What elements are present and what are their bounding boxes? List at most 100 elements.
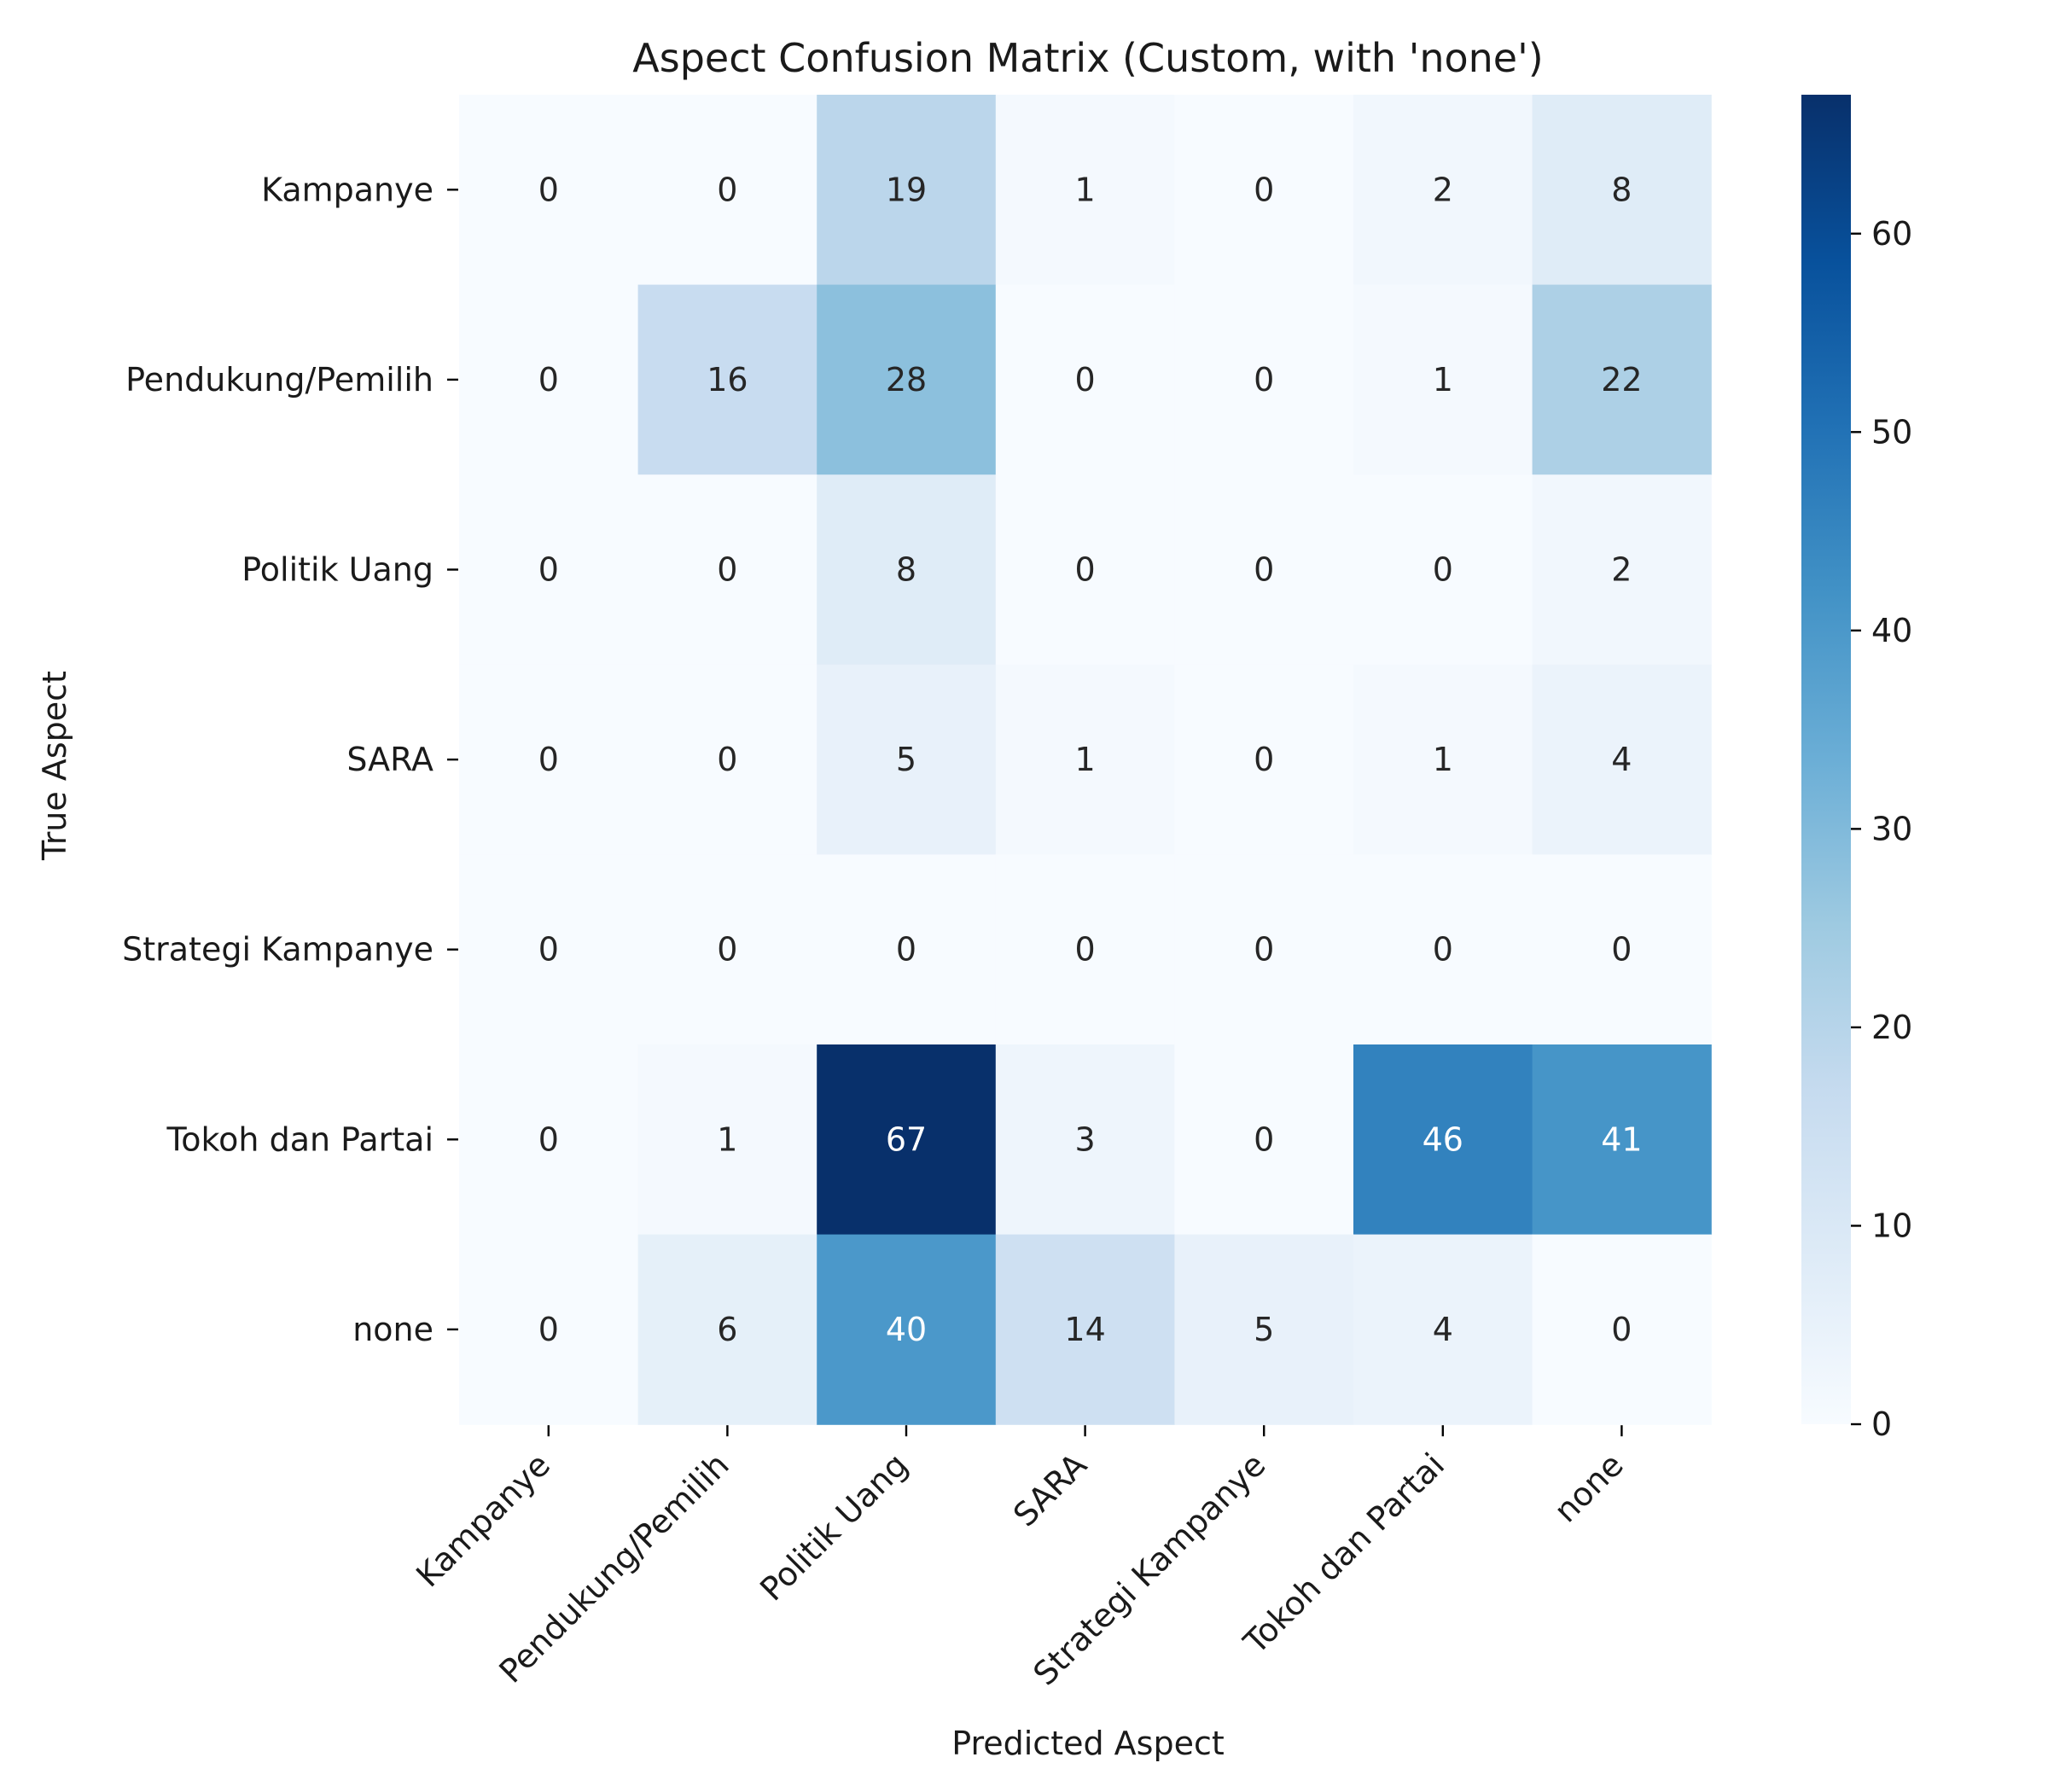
heatmap-cell — [459, 1044, 639, 1236]
heatmap-cell — [995, 474, 1175, 666]
colorbar-tick-label: 60 — [1871, 215, 1912, 253]
colorbar-tick-label: 30 — [1871, 810, 1912, 847]
heatmap-cell — [1353, 854, 1533, 1045]
cell-value: 0 — [717, 741, 737, 778]
cell-value: 28 — [886, 361, 927, 399]
heatmap-cell — [637, 284, 817, 475]
colorbar — [1801, 95, 1851, 1424]
cell-value: 0 — [538, 171, 559, 208]
cell-value: 0 — [1254, 171, 1274, 208]
cell-value: 4 — [1611, 741, 1632, 778]
heatmap-cell — [1353, 664, 1533, 855]
heatmap-cell — [995, 1044, 1175, 1236]
heatmap-cell — [637, 1234, 817, 1425]
cell-value: 40 — [886, 1311, 927, 1348]
heatmap-cell — [637, 1044, 817, 1236]
cell-value: 6 — [717, 1311, 737, 1348]
heatmap-cell — [1532, 854, 1712, 1045]
cell-value: 46 — [1423, 1120, 1463, 1158]
y-tick-label: SARA — [346, 741, 433, 778]
chart-title: Aspect Confusion Matrix (Custom, with 'n… — [632, 35, 1543, 81]
heatmap-cell — [1532, 95, 1712, 286]
y-tick-label: Politik Uang — [241, 551, 433, 589]
y-tick-label: Pendukung/Pemilih — [125, 361, 433, 399]
cell-value: 0 — [1254, 931, 1274, 969]
heatmap-cell — [817, 664, 997, 855]
colorbar-tick-label: 20 — [1871, 1009, 1912, 1046]
colorbar-tick-label: 10 — [1871, 1207, 1912, 1244]
cell-value: 0 — [717, 551, 737, 589]
cell-value: 0 — [1075, 931, 1096, 969]
heatmap-cell — [995, 1234, 1175, 1425]
heatmap-cell — [1532, 474, 1712, 666]
x-tick-label: none — [1547, 1446, 1631, 1529]
heatmap-cell — [459, 854, 639, 1045]
cell-value: 0 — [1433, 551, 1453, 589]
heatmap-cell — [995, 854, 1175, 1045]
x-axis-label: Predicted Aspect — [951, 1725, 1225, 1762]
cell-value: 0 — [1611, 931, 1632, 969]
cell-value: 0 — [717, 931, 737, 969]
cell-value: 1 — [1433, 361, 1453, 399]
cell-value: 2 — [1433, 171, 1453, 208]
y-axis-label: True Aspect — [36, 671, 73, 861]
cell-value: 0 — [1254, 1120, 1274, 1158]
y-axis: Kampanye Pendukung/Pemilih Politik Uang SAR… — [122, 171, 458, 1348]
heatmap-cell — [817, 1234, 997, 1425]
cell-value: 0 — [1254, 551, 1274, 589]
cell-value: 16 — [707, 361, 748, 399]
heatmap-cell — [995, 95, 1175, 286]
heatmap-cell — [1353, 1234, 1533, 1425]
cell-value: 0 — [1254, 741, 1274, 778]
cell-value: 67 — [886, 1120, 927, 1158]
cell-value: 14 — [1064, 1311, 1105, 1348]
cell-value: 0 — [538, 361, 559, 399]
x-tick-label: Politik Uang — [753, 1446, 915, 1608]
cell-value: 0 — [1611, 1311, 1632, 1348]
heatmap-cell — [459, 95, 639, 286]
cell-value: 0 — [896, 931, 916, 969]
heatmap-cell — [637, 854, 817, 1045]
heatmap-cell — [817, 284, 997, 475]
x-tick-label: Tokoh dan Partai — [1236, 1446, 1452, 1661]
heatmap-cell — [637, 474, 817, 666]
heatmap-cell — [1353, 474, 1533, 666]
cell-value: 0 — [1433, 931, 1453, 969]
heatmap-cell — [817, 474, 997, 666]
cell-value: 22 — [1601, 361, 1642, 399]
heatmap-cell — [1174, 474, 1354, 666]
cell-value: 1 — [1433, 741, 1453, 778]
y-tick-label: Kampanye — [261, 171, 433, 208]
heatmap-cell — [995, 664, 1175, 855]
cell-value: 0 — [717, 171, 737, 208]
heatmap-cell — [1174, 284, 1354, 475]
heatmap-cell — [1532, 284, 1712, 475]
colorbar-tick-label: 0 — [1871, 1405, 1892, 1443]
cell-value: 1 — [717, 1120, 737, 1158]
cell-value: 0 — [1075, 361, 1096, 399]
heatmap-cell — [1174, 1044, 1354, 1236]
cell-value: 0 — [538, 741, 559, 778]
heatmap-cell — [459, 664, 639, 855]
y-tick-label: Strategi Kampanye — [122, 931, 433, 969]
cell-value: 0 — [538, 931, 559, 969]
cell-annotations: 0 0 19 1 0 2 80 16 28 0 0 1 220 0 8 0 0 0 20 0 5 1 0 1 40 0 0 0 0 0 00… — [538, 171, 1643, 1348]
heatmap-cells — [459, 95, 1712, 1425]
cell-value: 41 — [1601, 1120, 1642, 1158]
cell-value: 0 — [538, 1311, 559, 1348]
heatmap-cell — [637, 664, 817, 855]
cell-value: 1 — [1075, 741, 1096, 778]
heatmap-cell — [817, 1044, 997, 1236]
heatmap-cell — [459, 1234, 639, 1425]
y-tick-label: Tokoh dan Partai — [166, 1120, 434, 1158]
heatmap-cell — [1532, 1044, 1712, 1236]
cell-value: 0 — [538, 551, 559, 589]
heatmap-cell — [995, 284, 1175, 475]
y-tick-label: none — [352, 1311, 433, 1348]
cell-value: 1 — [1075, 171, 1096, 208]
heatmap-cell — [1174, 1234, 1354, 1425]
cell-value: 4 — [1433, 1311, 1453, 1348]
cell-value: 8 — [1611, 171, 1632, 208]
